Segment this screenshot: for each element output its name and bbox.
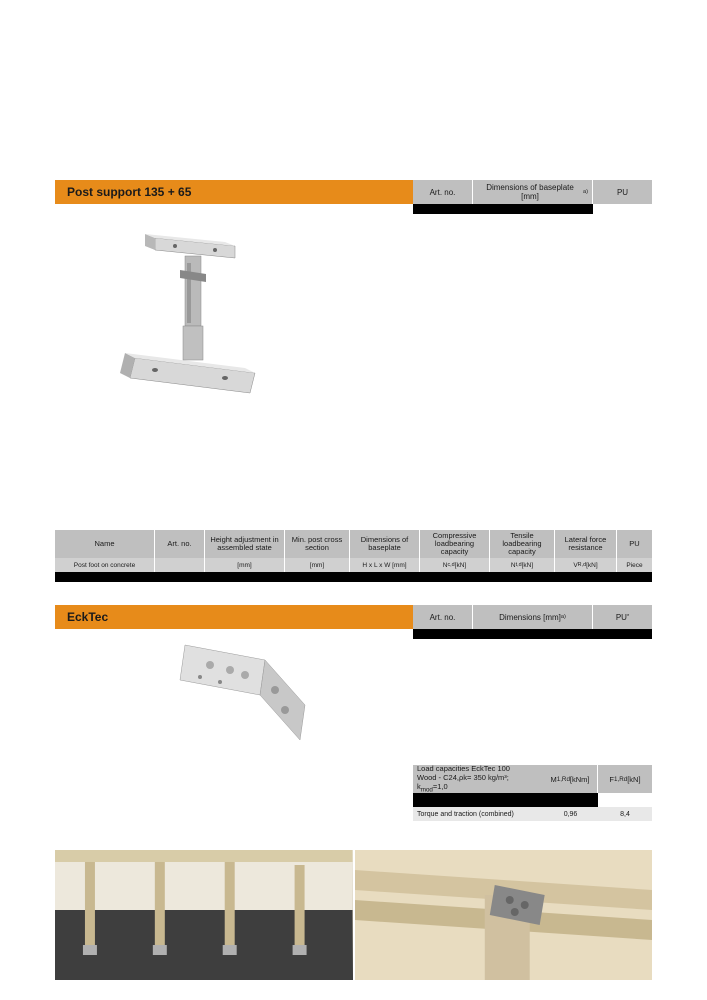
section-title-bar: Post support 135 + 65 — [55, 180, 413, 204]
col-subheader: Piece — [617, 558, 652, 572]
section-title: Post support 135 + 65 — [67, 185, 191, 199]
col-header: Tensile loadbearing capacity — [490, 530, 555, 558]
render-image-joint — [355, 850, 653, 980]
black-cell — [420, 572, 490, 582]
row-val: 0,96 — [543, 807, 598, 821]
product-image-post-support — [95, 218, 295, 408]
col-dimensions: Dimensions [mm]a) — [473, 605, 593, 629]
section-title-bar: EckTec — [55, 605, 413, 629]
bottom-image-strip — [55, 850, 652, 980]
render-image-deck — [55, 850, 353, 980]
row-label: Torque and traction (combined) — [413, 807, 543, 821]
col-header: PU — [617, 530, 652, 558]
col-subheader: Post foot on concrete — [55, 558, 155, 572]
col-dimensions: Dimensions of baseplate [mm]a) — [473, 180, 593, 204]
load-row — [413, 793, 652, 807]
load-row: Torque and traction (combined)0,968,4 — [413, 807, 652, 821]
empty-cell — [593, 204, 652, 214]
black-cell — [205, 572, 285, 582]
col-m1rd: M1,Rd [kNm] — [543, 765, 598, 793]
section-title: EckTec — [67, 610, 108, 624]
black-cell — [473, 629, 593, 639]
col-subheader — [155, 558, 205, 572]
load-title-cell: Load capacities EckTec 100 Wood - C24,ρk… — [413, 765, 543, 793]
black-cell — [350, 572, 420, 582]
product-image-ecktec — [155, 635, 335, 755]
col-art-no: Art. no. — [413, 605, 473, 629]
col-label: Dimensions of baseplate [mm] — [477, 183, 583, 201]
black-cell — [285, 572, 350, 582]
black-cell — [155, 572, 205, 582]
footnote-marker: a) — [583, 189, 588, 195]
col-header: Art. no. — [155, 530, 205, 558]
black-cell — [490, 572, 555, 582]
table-specs: NameArt. no.Height adjustment in assembl… — [55, 530, 652, 582]
load-table-header: Load capacities EckTec 100 Wood - C24,ρk… — [413, 765, 652, 793]
black-cell — [473, 204, 593, 214]
col-subheader: Nc,d [kN] — [420, 558, 490, 572]
black-cell — [55, 572, 155, 582]
load-rows: Torque and traction (combined)0,968,4 — [413, 793, 652, 821]
col-subheader: [mm] — [285, 558, 350, 572]
section-ecktec: EckTec Art. no. Dimensions [mm]a) PU* — [55, 605, 652, 629]
black-cell — [617, 572, 652, 582]
col-pu: PU — [593, 180, 652, 204]
col-subheader: VR,d [kN] — [555, 558, 617, 572]
col-label: Dimensions [mm] — [499, 613, 561, 622]
table-subheader: Post foot on concrete[mm][mm]H x L x W [… — [55, 558, 652, 572]
black-cell — [593, 629, 652, 639]
load-title-1: Load capacities EckTec 100 — [417, 764, 539, 773]
col-subheader: Nt,d [kN] — [490, 558, 555, 572]
footnote-marker: a) — [561, 614, 566, 620]
footnote-marker: * — [627, 614, 629, 620]
black-cell — [413, 629, 473, 639]
col-pu: PU* — [593, 605, 652, 629]
col-subheader: H x L x W [mm] — [350, 558, 420, 572]
col-header: Name — [55, 530, 155, 558]
data-row — [413, 629, 652, 639]
col-subheader: [mm] — [205, 558, 285, 572]
col-header: Height adjustment in assembled state — [205, 530, 285, 558]
table-header-row: Art. no. Dimensions [mm]a) PU* — [413, 605, 652, 629]
col-f1rd: F1,Rd [kN] — [598, 765, 652, 793]
load-capacity-table: Load capacities EckTec 100 Wood - C24,ρk… — [413, 765, 652, 821]
section-post-support: Post support 135 + 65 Art. no. Dimension… — [55, 180, 652, 204]
col-header: Min. post cross section — [285, 530, 350, 558]
black-cell — [413, 204, 473, 214]
col-header: Compressive loadbearing capacity — [420, 530, 490, 558]
load-title-2: Wood - C24,ρk= 350 kg/m³; kmod=1,0 — [417, 773, 539, 794]
col-header: Lateral force resistance — [555, 530, 617, 558]
table-header: NameArt. no.Height adjustment in assembl… — [55, 530, 652, 558]
black-cell — [555, 572, 617, 582]
data-row — [413, 204, 652, 214]
col-art-no: Art. no. — [413, 180, 473, 204]
row-val: 8,4 — [598, 807, 652, 821]
col-header: Dimensions of baseplate — [350, 530, 420, 558]
col-label: PU — [616, 613, 627, 622]
table-header-row: Art. no. Dimensions of baseplate [mm]a) … — [413, 180, 652, 204]
data-row — [55, 572, 652, 582]
